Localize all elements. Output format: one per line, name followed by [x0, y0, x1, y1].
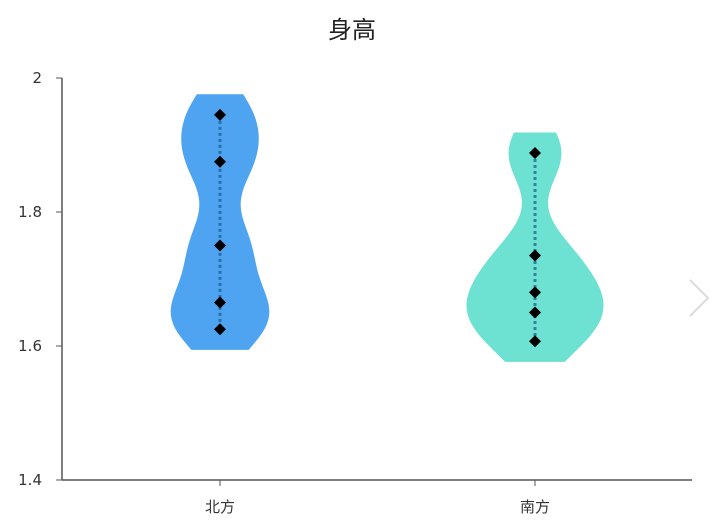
data-point — [529, 147, 541, 160]
x-tick-label: 南方 — [520, 498, 550, 516]
data-point — [214, 155, 226, 168]
data-point — [529, 286, 541, 299]
x-tick-label: 北方 — [205, 498, 235, 516]
data-point — [529, 306, 541, 319]
violin-1 — [466, 132, 604, 362]
y-tick-label: 1.8 — [18, 203, 42, 221]
data-point — [214, 296, 226, 309]
data-point — [214, 239, 226, 252]
y-tick-label: 1.4 — [18, 471, 42, 489]
y-tick-label: 1.6 — [18, 337, 42, 355]
chevron-right-icon[interactable] — [689, 279, 710, 317]
data-point — [214, 108, 226, 121]
chart-title: 身高 — [328, 16, 376, 44]
data-point — [529, 335, 541, 348]
violin-0 — [170, 94, 270, 350]
data-point — [529, 249, 541, 262]
y-tick-label: 2 — [32, 69, 42, 87]
data-point — [214, 323, 226, 336]
